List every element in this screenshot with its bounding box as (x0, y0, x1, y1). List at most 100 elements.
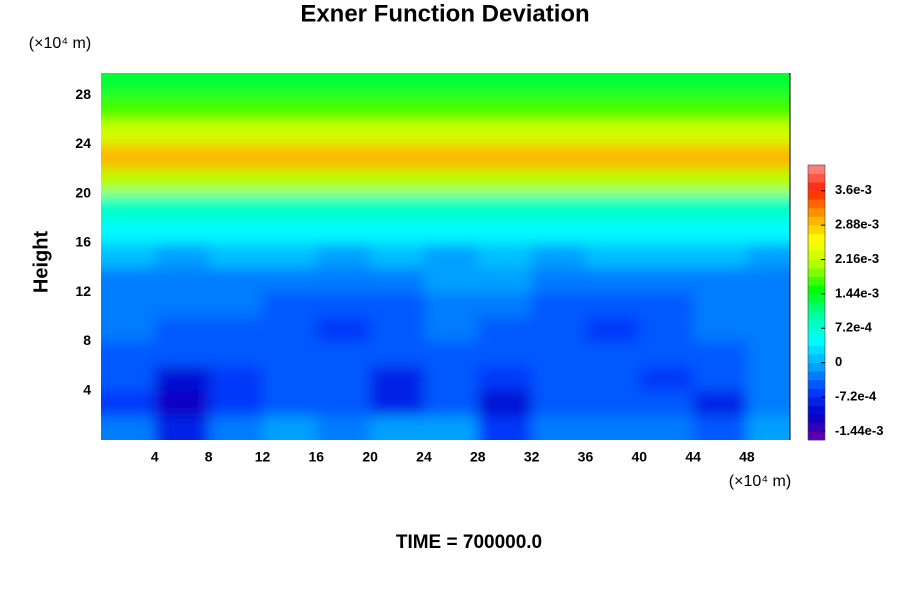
field-cell (639, 169, 694, 195)
field-cell (639, 292, 694, 318)
colorbar-band (808, 259, 825, 269)
field-cell (531, 95, 586, 121)
field-cell (101, 390, 156, 416)
field-cell (370, 218, 425, 244)
field-cell (477, 218, 533, 244)
time-label: TIME = 700000.0 (396, 532, 542, 553)
field-cell (208, 144, 263, 170)
colorbar-band (808, 165, 825, 174)
field-cell (585, 169, 640, 195)
field-cell (262, 242, 317, 269)
field-cell (693, 95, 748, 121)
field-cell (585, 415, 640, 440)
field-cell (531, 242, 586, 269)
field-cell (639, 144, 694, 170)
colorbar-band (808, 414, 825, 424)
colorbar-band (808, 242, 825, 252)
field-cell (531, 316, 586, 342)
field-cell (316, 242, 371, 269)
field-cell (477, 292, 533, 318)
field-cell (746, 169, 790, 195)
field-cell (101, 267, 156, 293)
field-cell (154, 73, 210, 96)
field-cell (101, 169, 156, 195)
field-cell (316, 218, 371, 244)
colorbar-band (808, 328, 825, 338)
field-cell (316, 390, 371, 416)
colorbar-band (808, 405, 825, 415)
x-tick-label: 4 (151, 449, 159, 465)
colorbar-band (808, 199, 825, 209)
field-cell (262, 144, 317, 170)
field-cell (693, 218, 748, 244)
colorbar-band (808, 336, 825, 346)
field-cell (693, 415, 748, 440)
colorbar-band (808, 311, 825, 320)
y-tick-label: 4 (83, 381, 91, 397)
field-cell (316, 366, 371, 392)
field-cell (477, 193, 533, 219)
colorbar-band (808, 276, 825, 286)
field-cell (101, 341, 156, 367)
field-cell (693, 292, 748, 318)
field-cell (693, 341, 748, 367)
field-cell (370, 390, 425, 416)
field-cell (477, 415, 533, 440)
field-cell (477, 316, 533, 342)
colorbar-band (808, 371, 825, 381)
field-cell (370, 366, 425, 392)
field-cell (101, 415, 156, 440)
field-cell (370, 119, 425, 145)
field-cell (101, 119, 156, 145)
field-cell (639, 242, 694, 269)
field-cell (585, 292, 640, 318)
chart-title: Exner Function Deviation (300, 0, 589, 27)
colorbar-band (808, 293, 825, 303)
colorbar-band (808, 431, 825, 441)
field-cell (262, 218, 317, 244)
colorbar-band (808, 302, 825, 312)
colorbar-band (808, 225, 825, 235)
field-cell (531, 144, 586, 170)
field-cell (208, 73, 263, 96)
field-cell (370, 144, 425, 170)
field-cell (262, 193, 317, 219)
x-tick-label: 24 (416, 449, 432, 465)
field-cell (423, 366, 479, 392)
colorbar-band (808, 388, 825, 398)
field-cell (693, 144, 748, 170)
field-cell (208, 390, 263, 416)
field-cell (531, 169, 586, 195)
field-cell (101, 144, 156, 170)
field-cell (746, 218, 790, 244)
field-cell (693, 316, 748, 342)
field-cell (262, 267, 317, 293)
field-cell (370, 415, 425, 440)
field-cell (585, 95, 640, 121)
colorbar-band (808, 182, 825, 192)
field-cell (423, 415, 479, 440)
field-cell (208, 193, 263, 219)
field-cell (208, 415, 263, 440)
field-cell (746, 415, 790, 440)
field-cell (746, 193, 790, 219)
field-cell (639, 119, 694, 145)
field-cell (208, 242, 263, 269)
field-cell (154, 390, 210, 416)
field-cell (693, 267, 748, 293)
field-cell (101, 242, 156, 269)
field-cell (262, 415, 317, 440)
field-cell (693, 366, 748, 392)
x-tick-label: 16 (309, 449, 325, 465)
field-cell (208, 95, 263, 121)
field-cell (262, 95, 317, 121)
field-cell (101, 218, 156, 244)
field-cell (316, 144, 371, 170)
field-cell (370, 193, 425, 219)
field-cell (370, 292, 425, 318)
colorbar-tick-label: 1.44e-3 (835, 285, 879, 300)
field-cell (423, 144, 479, 170)
field-cell (746, 119, 790, 145)
field-cell (531, 292, 586, 318)
colorbar-tick-label: 7.2e-4 (835, 320, 873, 335)
